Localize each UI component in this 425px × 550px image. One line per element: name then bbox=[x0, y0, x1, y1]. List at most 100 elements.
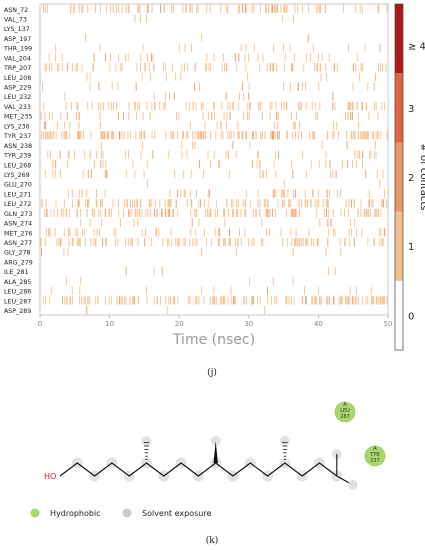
contact-mark bbox=[233, 296, 235, 305]
contact-mark bbox=[117, 238, 119, 247]
contact-mark bbox=[313, 238, 315, 247]
contact-mark bbox=[140, 150, 142, 159]
contact-mark bbox=[125, 53, 127, 62]
contact-mark bbox=[61, 63, 63, 72]
contact-mark bbox=[364, 43, 366, 52]
contact-mark bbox=[44, 238, 46, 247]
contact-mark bbox=[81, 189, 83, 198]
contact-mark bbox=[104, 296, 106, 305]
contact-mark bbox=[161, 267, 163, 276]
contact-mark bbox=[189, 121, 191, 130]
contact-mark bbox=[48, 228, 49, 237]
contact-mark bbox=[381, 238, 383, 247]
contact-mark bbox=[272, 4, 273, 13]
contact-mark bbox=[93, 228, 95, 237]
contact-mark bbox=[343, 4, 345, 13]
contact-mark bbox=[75, 228, 77, 237]
contact-mark bbox=[183, 238, 185, 247]
contact-mark bbox=[227, 101, 229, 111]
contact-mark bbox=[222, 131, 224, 140]
contact-mark bbox=[110, 208, 112, 218]
contact-mark bbox=[373, 82, 375, 91]
contact-mark bbox=[374, 140, 376, 149]
contact-mark bbox=[69, 228, 71, 237]
contact-mark bbox=[247, 72, 249, 81]
contact-mark bbox=[171, 4, 173, 13]
contact-mark bbox=[326, 296, 328, 305]
contact-mark bbox=[138, 208, 140, 218]
contact-mark bbox=[373, 238, 375, 247]
contact-mark bbox=[66, 111, 68, 120]
contact-mark bbox=[44, 111, 46, 120]
contact-mark bbox=[153, 92, 155, 101]
contact-mark bbox=[355, 4, 357, 13]
contact-mark bbox=[353, 296, 355, 305]
contact-mark bbox=[237, 238, 239, 247]
carbon-chain bbox=[59, 436, 358, 490]
contact-mark bbox=[344, 208, 346, 218]
contact-mark bbox=[277, 199, 279, 208]
contact-mark bbox=[50, 131, 52, 140]
contact-mark bbox=[64, 92, 66, 101]
contact-mark bbox=[142, 111, 144, 120]
contact-mark bbox=[345, 111, 346, 120]
contact-mark bbox=[374, 72, 376, 81]
contact-mark bbox=[353, 199, 355, 208]
contact-mark bbox=[249, 276, 251, 286]
contact-mark bbox=[379, 43, 381, 52]
contact-mark bbox=[371, 131, 373, 140]
contact-mark bbox=[361, 160, 363, 169]
contact-mark bbox=[328, 208, 330, 218]
contact-mark bbox=[309, 131, 310, 140]
contact-mark bbox=[325, 63, 327, 72]
contact-mark bbox=[102, 131, 104, 140]
contact-mark bbox=[317, 63, 318, 72]
contact-mark bbox=[170, 199, 172, 208]
contact-mark bbox=[181, 140, 183, 149]
contact-mark bbox=[267, 199, 269, 208]
contact-mark bbox=[85, 199, 87, 208]
contact-mark bbox=[287, 189, 289, 198]
contact-mark bbox=[71, 296, 73, 305]
contact-mark bbox=[236, 208, 238, 218]
contact-mark bbox=[290, 228, 292, 237]
contact-mark bbox=[79, 199, 81, 208]
contact-mark bbox=[360, 199, 362, 208]
contact-mark bbox=[260, 101, 262, 111]
contact-mark bbox=[257, 199, 259, 208]
contact-mark bbox=[278, 131, 280, 140]
contact-mark bbox=[40, 238, 42, 247]
contact-mark bbox=[69, 121, 71, 130]
contact-mark bbox=[334, 267, 336, 276]
contact-mark bbox=[219, 296, 221, 305]
contact-mark bbox=[81, 296, 82, 305]
contact-mark bbox=[125, 267, 127, 276]
contact-mark bbox=[226, 199, 228, 208]
contact-mark bbox=[148, 63, 150, 72]
residue-label: LEU_268 bbox=[4, 162, 31, 169]
contact-mark bbox=[171, 208, 173, 218]
contact-mark bbox=[86, 208, 88, 218]
contact-mark bbox=[137, 101, 139, 111]
contact-mark bbox=[227, 296, 229, 305]
contact-mark bbox=[224, 238, 226, 247]
contact-mark bbox=[177, 208, 179, 218]
residue-label: ARG_279 bbox=[4, 259, 33, 266]
contact-mark bbox=[140, 53, 142, 62]
contact-mark bbox=[175, 199, 177, 208]
contact-mark bbox=[368, 131, 370, 140]
contact-mark bbox=[124, 199, 126, 208]
contact-mark bbox=[242, 131, 244, 140]
contact-mark bbox=[99, 121, 101, 130]
contact-mark bbox=[139, 131, 141, 140]
contact-mark bbox=[387, 189, 389, 198]
contact-mark bbox=[111, 296, 113, 305]
contact-mark bbox=[151, 101, 153, 111]
contact-mark bbox=[361, 63, 363, 72]
contact-mark bbox=[280, 228, 282, 237]
contact-mark bbox=[152, 150, 154, 159]
contact-mark bbox=[111, 82, 113, 91]
contact-mark bbox=[145, 208, 147, 218]
contact-mark bbox=[85, 33, 87, 43]
contact-mark bbox=[117, 82, 119, 91]
